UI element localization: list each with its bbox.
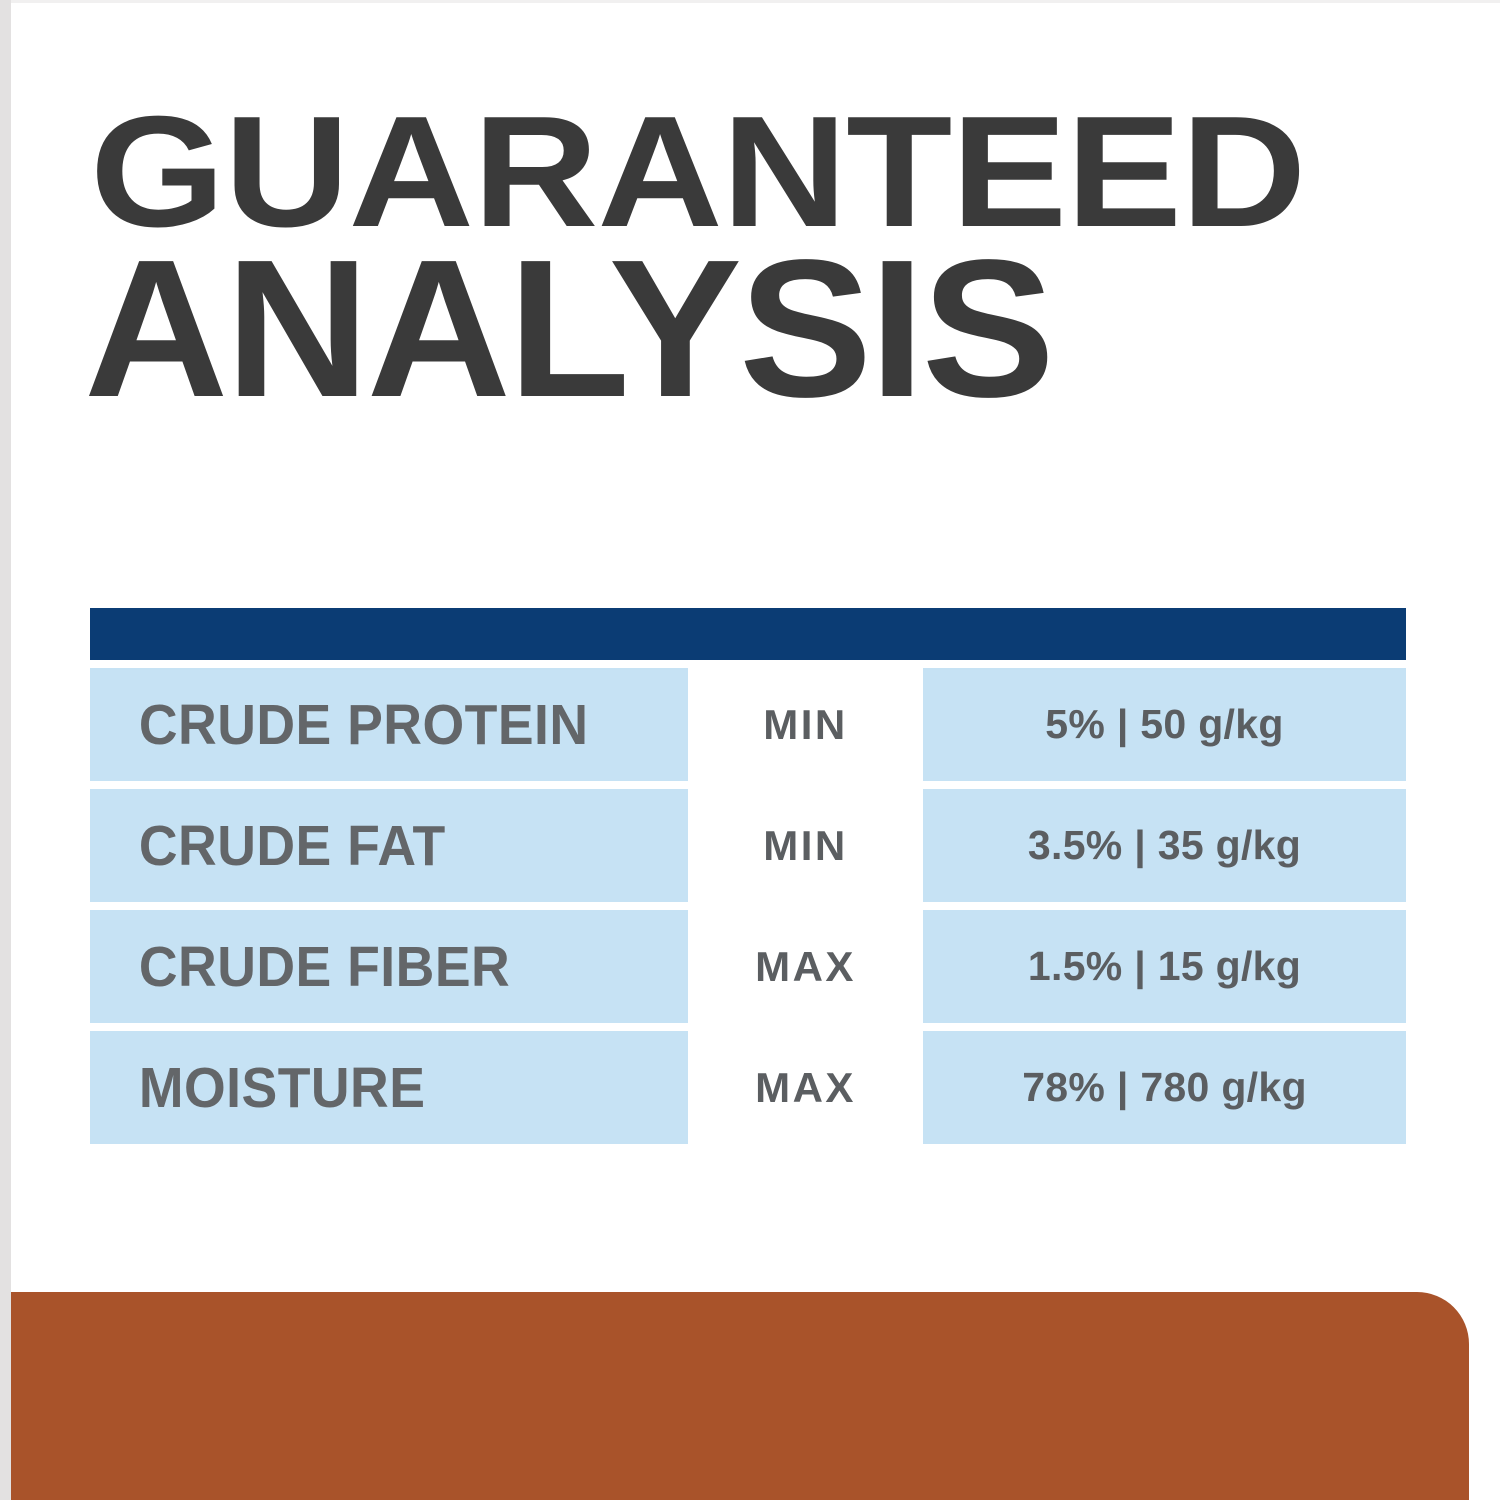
limit-label: MIN bbox=[763, 700, 848, 748]
value-cell: 78% | 780 g/kg bbox=[923, 1031, 1406, 1144]
value-cell: 1.5% | 15 g/kg bbox=[923, 910, 1406, 1023]
value-label: 3.5% | 35 g/kg bbox=[1027, 822, 1302, 868]
table-row: CRUDE FIBER MAX 1.5% | 15 g/kg bbox=[90, 910, 1406, 1023]
bottom-panel-right-margin bbox=[1469, 1292, 1500, 1500]
table-row: MOISTURE MAX 78% | 780 g/kg bbox=[90, 1031, 1406, 1144]
value-cell: 5% | 50 g/kg bbox=[923, 668, 1406, 781]
guaranteed-analysis-table: CRUDE PROTEIN MIN 5% | 50 g/kg CRUDE FAT… bbox=[90, 608, 1406, 1144]
value-cell: 3.5% | 35 g/kg bbox=[923, 789, 1406, 902]
bottom-brown-panel bbox=[11, 1292, 1469, 1500]
nutrient-label: CRUDE FAT bbox=[138, 813, 446, 878]
nutrient-label: CRUDE PROTEIN bbox=[138, 692, 589, 757]
page-title: GUARANTEED ANALYSIS bbox=[84, 93, 1420, 427]
limit-cell: MIN bbox=[688, 789, 923, 902]
nutrient-cell: MOISTURE bbox=[90, 1031, 688, 1144]
page-title-line-1: GUARANTEED bbox=[90, 84, 1306, 260]
limit-label: MAX bbox=[755, 942, 856, 990]
nutrient-cell: CRUDE FAT bbox=[90, 789, 688, 902]
table-row: CRUDE FAT MIN 3.5% | 35 g/kg bbox=[90, 789, 1406, 902]
value-label: 5% | 50 g/kg bbox=[1045, 701, 1284, 747]
page-title-line-2: ANALYSIS bbox=[84, 219, 1055, 439]
top-hairline-divider bbox=[0, 0, 1500, 3]
nutrient-label: MOISTURE bbox=[138, 1055, 426, 1120]
limit-cell: MAX bbox=[688, 1031, 923, 1144]
limit-label: MAX bbox=[755, 1063, 856, 1111]
table-header-bar bbox=[90, 608, 1406, 660]
nutrient-cell: CRUDE FIBER bbox=[90, 910, 688, 1023]
limit-cell: MAX bbox=[688, 910, 923, 1023]
value-label: 78% | 780 g/kg bbox=[1022, 1064, 1307, 1110]
value-label: 1.5% | 15 g/kg bbox=[1027, 943, 1302, 989]
limit-label: MIN bbox=[763, 821, 848, 869]
left-edge-strip bbox=[0, 0, 11, 1500]
table-row: CRUDE PROTEIN MIN 5% | 50 g/kg bbox=[90, 668, 1406, 781]
limit-cell: MIN bbox=[688, 668, 923, 781]
nutrient-label: CRUDE FIBER bbox=[138, 934, 511, 999]
nutrient-cell: CRUDE PROTEIN bbox=[90, 668, 688, 781]
